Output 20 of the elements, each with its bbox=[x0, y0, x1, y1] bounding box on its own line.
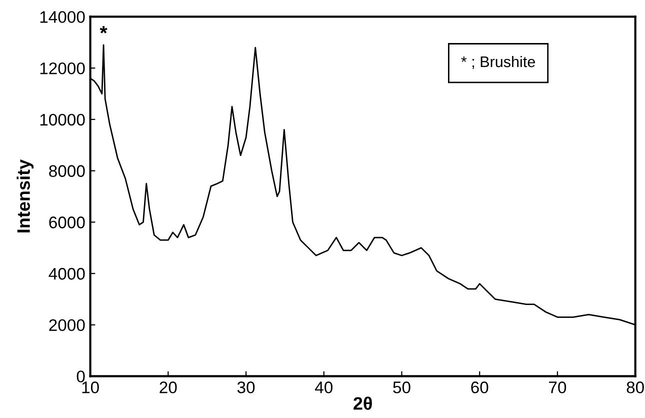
y-tick-label: 12000 bbox=[40, 62, 85, 74]
x-axis-title: 2θ bbox=[354, 396, 372, 410]
y-tick-label: 8000 bbox=[49, 165, 85, 177]
x-tick-label: 50 bbox=[393, 382, 410, 394]
x-tick-label: 40 bbox=[314, 382, 332, 394]
y-tick-label: 4000 bbox=[48, 268, 85, 280]
y-tick-label: 6000 bbox=[49, 216, 85, 228]
x-tick-label: 80 bbox=[626, 382, 644, 394]
y-tick-label: 2000 bbox=[49, 319, 85, 332]
x-tick-label: 60 bbox=[471, 382, 488, 394]
x-tick-label: 70 bbox=[549, 382, 566, 394]
y-tick-label: 10000 bbox=[40, 114, 85, 126]
y-tick-label: 0 bbox=[76, 370, 85, 382]
x-tick-label: 20 bbox=[160, 382, 177, 394]
x-tick-label: 30 bbox=[237, 382, 255, 394]
y-tick-label: 14000 bbox=[40, 11, 85, 23]
x-tick-label: 10 bbox=[82, 382, 99, 394]
y-axis-title: Intensity bbox=[16, 159, 34, 232]
annotation: * ; Brushite bbox=[461, 56, 535, 69]
annotation: * bbox=[100, 26, 108, 34]
